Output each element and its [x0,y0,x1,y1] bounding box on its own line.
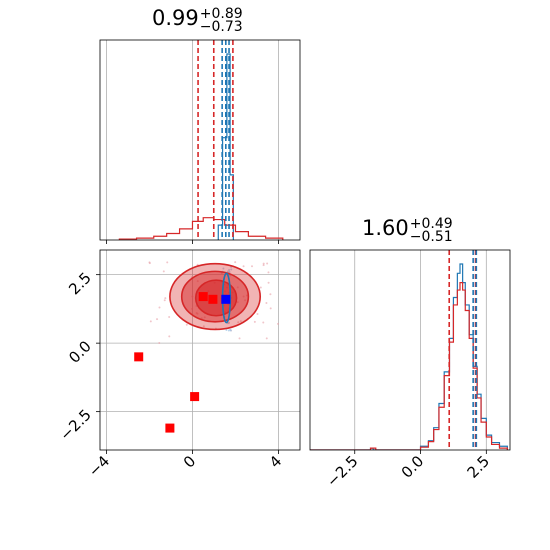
contour-panel: −4 0 4 2.5 0.0 −2.5 [56,250,300,480]
sample-point [269,307,272,310]
sample-point [265,302,268,305]
sample-point [168,316,171,319]
hist-series-line-1 [310,282,508,450]
marginal-title-param-1: 0.99 +0.89 −0.73 [152,6,243,35]
sample-point [156,318,159,321]
sample-point [242,265,245,268]
sample-point [267,281,270,284]
sample-point [168,335,171,338]
title-value: 1.60 [362,216,409,240]
sample-point [166,261,169,264]
hist-series-line-0 [217,53,234,240]
marker-point-4 [190,392,200,402]
sample-point [269,293,272,296]
x-tick-label-2: 2.5 [464,452,494,482]
sample-point [162,270,165,273]
title-minus: −0.73 [199,19,243,35]
marker-point-2 [221,294,231,304]
sample-point [185,323,188,326]
hist-panel-bottom-right: −2.5 0.0 2.5 [310,250,508,491]
sample-point [253,320,256,323]
sample-point [222,267,225,270]
y-tick-label-1: 0.0 [65,337,95,367]
sample-point [262,264,265,267]
sample-point [148,262,151,265]
sample-point [228,269,231,272]
y-tick-label-0: 2.5 [65,269,95,299]
sample-point [163,299,166,302]
sample-point [266,262,269,265]
marginal-title-param-2: 1.60 +0.49 −0.51 [362,216,453,245]
hist-series-line-0 [310,263,508,450]
marker-point-5 [165,423,175,433]
sample-point [158,306,161,309]
sample-point [164,297,167,300]
title-minus: −0.51 [409,229,453,245]
sample-point [267,271,270,274]
sample-point [225,329,228,332]
title-plus: +0.89 [199,6,243,22]
sample-point [149,320,152,323]
sample-point [259,286,262,289]
sample-point [229,329,232,332]
sample-point [230,268,233,271]
sample-point [238,337,241,340]
x-tick-label-2: 4 [266,452,285,471]
x-tick-label-0: −2.5 [323,452,361,490]
sample-point [158,342,161,345]
sample-point [226,270,229,273]
sample-point [265,337,268,340]
sample-point [234,261,237,264]
sample-point [262,262,265,265]
marker-point-0 [198,292,208,302]
sample-point [251,265,254,268]
x-tick-label-1: 0.0 [398,452,428,482]
sample-point [202,325,205,328]
hist-series-line-1 [118,217,284,240]
title-value: 0.99 [152,6,199,30]
y-tick-label-2: −2.5 [56,406,94,444]
sample-point [277,322,280,325]
contour-frame [99,249,301,451]
marker-point-3 [134,352,144,362]
sample-point [239,320,242,323]
hist-bottom-right-frame [309,249,511,451]
sample-point [237,321,240,324]
x-tick-label-0: −4 [85,452,113,480]
title-plus: +0.49 [409,216,453,232]
sample-point [227,329,230,332]
marker-point-1 [208,294,218,304]
hist-top-left-frame [99,39,301,241]
hist-panel-top-left [106,40,284,244]
x-tick-label-1: 0 [180,452,199,471]
sample-point [256,313,259,316]
sample-point [262,321,265,324]
